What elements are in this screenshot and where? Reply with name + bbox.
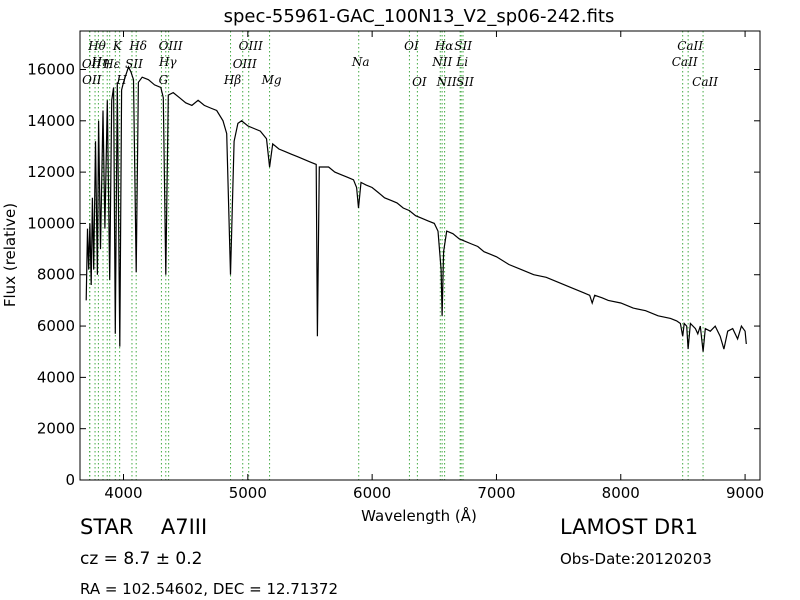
line-marker-label: NII (436, 75, 457, 89)
object-type: STAR A7III (80, 515, 207, 539)
coordinates: RA = 102.54602, DEC = 12.71372 (80, 580, 339, 598)
y-tick-label: 16000 (27, 60, 75, 78)
x-tick-label: 9000 (726, 484, 764, 502)
line-marker-label: H (115, 73, 127, 87)
line-marker-label: Hη (91, 55, 110, 69)
line-marker-label: Hδ (128, 39, 147, 53)
obs-date: Obs-Date:20120203 (560, 550, 712, 568)
line-marker-label: Hε (102, 57, 120, 71)
x-tick-label: 7000 (477, 484, 515, 502)
y-axis-ticks: 0 2000 4000 6000 8000 10000 12000 14000 16000 (27, 60, 760, 489)
x-tick-label: 8000 (602, 484, 640, 502)
line-marker-label: OI (404, 39, 419, 53)
line-marker-label: NII (431, 55, 452, 69)
cz-label: cz = 8.7 (80, 549, 151, 569)
object-type-value: STAR (80, 515, 134, 539)
line-marker-label: Li (455, 55, 468, 69)
line-marker-label: OIII (233, 57, 257, 71)
line-marker-label: SII (456, 75, 474, 89)
spectrum-line (85, 65, 747, 352)
x-tick-label: 4000 (104, 484, 142, 502)
chart-title: spec-55961-GAC_100N13_V2_sp06-242.fits (224, 6, 615, 27)
line-marker-label: Hβ (223, 73, 241, 87)
line-marker-label: Hγ (158, 55, 177, 69)
line-marker-label: SII (125, 57, 143, 71)
x-axis-ticks: 4000 5000 6000 7000 8000 9000 (104, 31, 764, 502)
y-tick-label: 10000 (27, 214, 75, 232)
y-tick-label: 12000 (27, 163, 75, 181)
line-marker-label: OII (82, 57, 102, 71)
line-markers (89, 31, 704, 480)
y-tick-label: 2000 (37, 420, 75, 438)
line-marker-label: Na (351, 55, 370, 69)
subclass-value: A7III (160, 515, 208, 539)
line-marker-label: K (112, 39, 123, 53)
line-marker-label: OIII (239, 39, 263, 53)
line-marker-label: Mg (261, 73, 282, 87)
line-marker-label: G (159, 73, 169, 87)
line-marker-label: SII (454, 39, 472, 53)
line-marker-label: CaII (692, 75, 718, 89)
x-tick-label: 5000 (229, 484, 267, 502)
y-tick-label: 14000 (27, 112, 75, 130)
line-marker-label: OII (82, 73, 102, 87)
line-marker-label: OI (412, 75, 427, 89)
line-marker-label: Hα (434, 39, 454, 53)
line-marker-label: CaII (677, 39, 703, 53)
y-tick-label: 6000 (37, 317, 75, 335)
survey-name: LAMOST DR1 (560, 515, 699, 539)
y-tick-label: 0 (65, 471, 75, 489)
y-axis-label: Flux (relative) (1, 203, 19, 307)
line-marker-label: Hθ (87, 39, 106, 53)
x-tick-label: 6000 (353, 484, 391, 502)
plot-frame (79, 30, 761, 481)
line-marker-label: CaII (672, 55, 698, 69)
x-axis-label: Wavelength (Å) (361, 506, 477, 525)
cz-value: cz = 8.7 ± 0.2 (80, 549, 202, 569)
cz-error: ± 0.2 (155, 549, 203, 569)
line-marker-label: OIII (159, 39, 183, 53)
y-tick-label: 4000 (37, 368, 75, 386)
y-tick-label: 8000 (37, 266, 75, 284)
